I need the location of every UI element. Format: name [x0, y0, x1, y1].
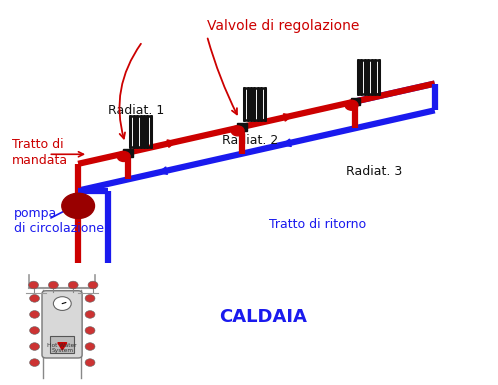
Text: pompa: pompa — [14, 207, 57, 220]
Circle shape — [29, 326, 39, 334]
Circle shape — [28, 281, 38, 289]
Text: di circolazione: di circolazione — [14, 222, 104, 235]
Circle shape — [85, 311, 95, 318]
Text: Tratto di: Tratto di — [12, 138, 64, 151]
Circle shape — [85, 295, 95, 302]
Text: mandata: mandata — [12, 154, 68, 166]
Circle shape — [85, 343, 95, 350]
Text: Radiat. 2: Radiat. 2 — [222, 134, 278, 147]
Circle shape — [53, 297, 71, 310]
Circle shape — [29, 343, 39, 350]
Text: Hot Water
System: Hot Water System — [47, 343, 77, 353]
Circle shape — [29, 295, 39, 302]
Text: Valvole di regolazione: Valvole di regolazione — [207, 19, 359, 33]
Circle shape — [85, 326, 95, 334]
Circle shape — [29, 359, 39, 367]
Bar — [50, 336, 74, 353]
Text: CALDAIA: CALDAIA — [219, 308, 307, 326]
Text: Radiat. 1: Radiat. 1 — [108, 104, 164, 117]
Circle shape — [29, 311, 39, 318]
Bar — [237, 123, 247, 131]
Circle shape — [231, 126, 244, 136]
Text: Radiat. 3: Radiat. 3 — [346, 165, 402, 178]
Polygon shape — [58, 343, 67, 350]
Circle shape — [345, 100, 358, 110]
Circle shape — [117, 152, 130, 161]
Bar — [123, 149, 132, 157]
Circle shape — [62, 193, 95, 219]
Circle shape — [85, 359, 95, 367]
Bar — [351, 97, 361, 105]
Circle shape — [88, 281, 98, 289]
Circle shape — [48, 281, 58, 289]
FancyBboxPatch shape — [42, 291, 82, 358]
Text: Tratto di ritorno: Tratto di ritorno — [269, 219, 366, 231]
Circle shape — [68, 281, 78, 289]
